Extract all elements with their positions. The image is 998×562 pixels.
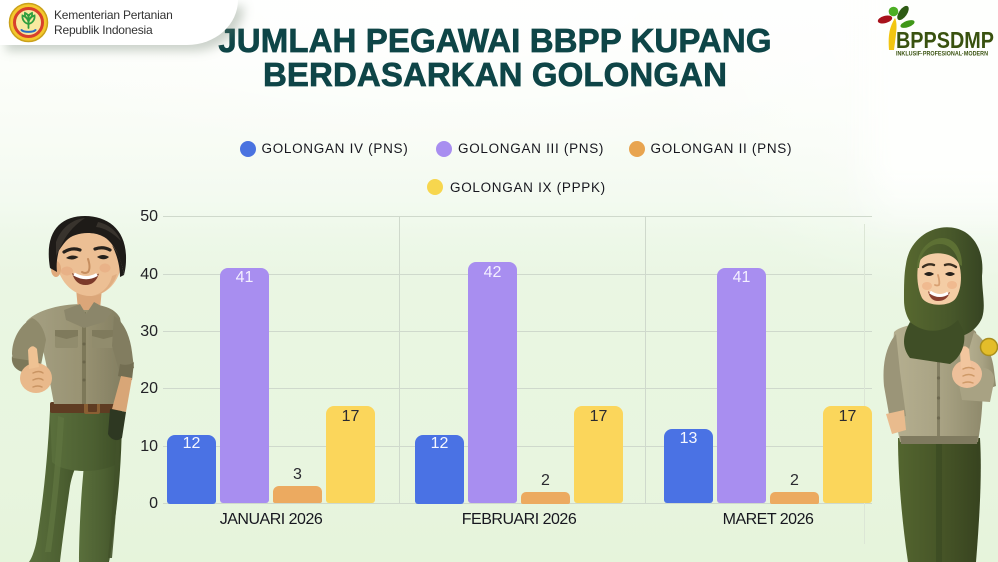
svg-text:BPPSDMP: BPPSDMP [896, 27, 994, 53]
svg-text:INKLUSIF·PROFESIONAL·MODERN: INKLUSIF·PROFESIONAL·MODERN [896, 51, 988, 58]
